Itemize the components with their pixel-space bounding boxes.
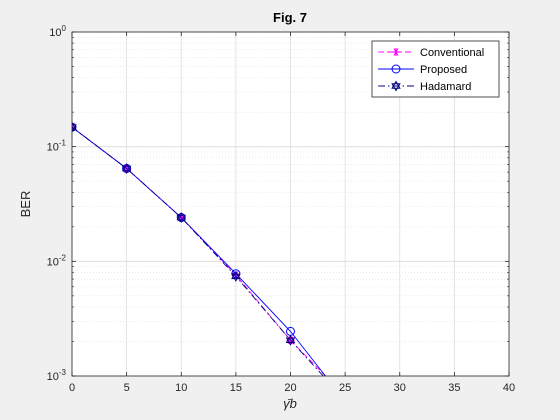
- x-tick-label: 20: [284, 382, 296, 394]
- legend-label: Hadamard: [420, 81, 471, 93]
- data-point: [391, 80, 401, 92]
- y-tick-label: 10-1: [47, 139, 67, 154]
- legend-label: Conventional: [420, 47, 484, 59]
- x-tick-label: 5: [124, 382, 130, 394]
- x-tick-label: 25: [339, 382, 351, 394]
- legend: Conventional Proposed Hadamard: [371, 40, 500, 98]
- x-tick-label: 30: [394, 382, 406, 394]
- minor-grid: [72, 36, 509, 342]
- data-point: [231, 270, 241, 282]
- y-tick-label: 10-3: [47, 368, 67, 383]
- series-hadamard: [72, 121, 324, 376]
- data-point: [121, 162, 132, 175]
- x-tick-label: 15: [230, 382, 242, 394]
- data-point: [392, 48, 400, 56]
- chart-title: Fig. 7: [273, 10, 307, 25]
- series-line: [72, 126, 326, 376]
- y-axis-label: BER: [18, 191, 33, 218]
- x-tick-label: 10: [175, 382, 187, 394]
- series-layer: [72, 121, 326, 376]
- axis-ticks: [71, 31, 510, 377]
- data-point: [391, 64, 401, 74]
- data-point: [285, 334, 296, 346]
- y-tick-label: 10-2: [47, 253, 67, 268]
- legend-item: Conventional: [378, 47, 484, 59]
- x-tick-labels: 0 5 10 15 20 25 30 35 40: [69, 382, 515, 394]
- y-tick-labels: 10-3 10-2 10-1 100: [47, 24, 67, 383]
- x-tick-label: 0: [69, 382, 75, 394]
- x-tick-label: 35: [448, 382, 460, 394]
- x-tick-label: 40: [503, 382, 515, 394]
- data-point: [176, 212, 187, 224]
- x-axis-label: γ̄b: [283, 396, 297, 411]
- legend-label: Proposed: [420, 64, 467, 76]
- legend-item: Proposed: [378, 64, 467, 76]
- data-point: [72, 121, 77, 133]
- data-point: [72, 122, 77, 132]
- y-tick-label: 100: [49, 24, 66, 39]
- legend-item: Hadamard: [378, 80, 471, 93]
